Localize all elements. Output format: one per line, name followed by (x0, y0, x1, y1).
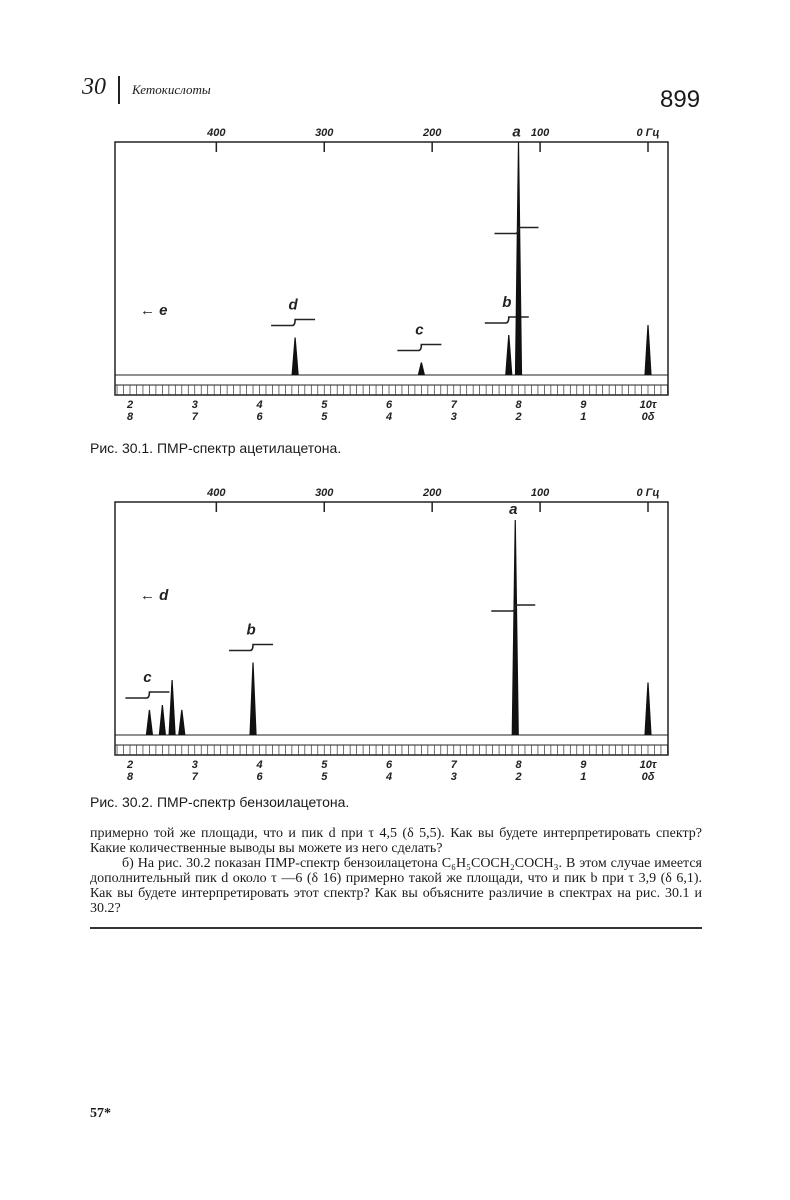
chapter-title: Кетокислоты (132, 82, 211, 97)
delta-tick-label: 8 (127, 411, 134, 420)
off-scale-annotation: ← e (140, 302, 168, 319)
integral-trace (494, 226, 539, 235)
hz-tick-label: 400 (206, 487, 226, 499)
tau-tick-label: 9 (580, 399, 587, 411)
peak-label: a (509, 501, 517, 518)
peak-label: b (502, 294, 511, 311)
tau-tick-label: 7 (451, 759, 458, 771)
hz-tick-label: 0 Гц (636, 127, 659, 139)
spectrum-peak (505, 334, 513, 376)
section-rule (90, 927, 702, 929)
peak-label: b (246, 622, 255, 639)
spectrum-peak (145, 709, 154, 736)
integral-trace (491, 604, 536, 612)
delta-tick-label: 1 (580, 411, 586, 420)
spectrum-peak (158, 704, 166, 736)
hz-tick-label: 100 (531, 127, 550, 139)
tau-tick-label: 8 (515, 759, 522, 771)
integral-trace (125, 691, 170, 699)
hz-tick-label: 200 (422, 127, 442, 139)
spectrum-peak (417, 362, 425, 376)
chapter-number: 30 (82, 74, 106, 100)
tau-tick-label: 6 (386, 399, 393, 411)
spectrum-peak (249, 662, 257, 736)
plot-frame (114, 141, 669, 396)
peak-label: c (143, 669, 152, 686)
delta-tick-label: 2 (514, 771, 521, 780)
plot-frame (114, 501, 669, 756)
delta-tick-label: 1 (580, 771, 586, 780)
delta-tick-label: 7 (192, 771, 199, 780)
delta-tick-label: 6 (256, 771, 263, 780)
tau-tick-label: 3 (192, 759, 198, 771)
delta-tick-label: 3 (451, 771, 457, 780)
delta-tick-label: 8 (127, 771, 134, 780)
tau-tick-label: 5 (321, 399, 328, 411)
tau-tick-label: 7 (451, 399, 458, 411)
tau-tick-label: 4 (255, 399, 262, 411)
nmr-spectrum-benzoylacetone: 400 300 200 100 0 Гц283746556473829110τ0δcba… (114, 487, 669, 780)
printer-signature: 57* (90, 1106, 111, 1121)
delta-tick-label: 4 (385, 411, 392, 420)
hz-tick-label: 300 (315, 127, 334, 139)
spectrum-peak (644, 682, 652, 736)
hz-tick-label: 200 (422, 487, 442, 499)
peak-label: a (512, 124, 520, 141)
integral-trace (397, 343, 442, 352)
body-text: примерно той же площади, что и пик d при… (90, 826, 702, 916)
tau-tick-label: 6 (386, 759, 393, 771)
delta-tick-label: 4 (385, 771, 392, 780)
off-scale-annotation: ← d (140, 587, 169, 604)
tau-tick-label: 9 (580, 759, 587, 771)
delta-tick-label: 3 (451, 411, 457, 420)
integral-trace (229, 643, 274, 652)
delta-tick-label: 6 (256, 411, 263, 420)
nmr-spectrum-acetylacetone: 400 300 200 100 0 Гц283746556473829110τ0δdcb… (114, 124, 669, 420)
spectrum-peak (514, 142, 523, 376)
peak-label: d (289, 297, 299, 314)
figure-caption-30-1: Рис. 30.1. ПМР-спектр ацетилацетона. (90, 440, 342, 456)
spectrum-peak (511, 519, 519, 736)
tau-tick-label: 2 (126, 759, 133, 771)
spectrum-peak (644, 324, 652, 376)
hz-tick-label: 400 (206, 127, 226, 139)
tau-tick-label: 10τ (640, 399, 657, 411)
spectrum-peak (291, 337, 299, 376)
delta-tick-label: 5 (321, 771, 328, 780)
integral-trace (484, 316, 529, 324)
header-divider (118, 76, 120, 104)
delta-tick-label: 5 (321, 411, 328, 420)
hz-tick-label: 300 (315, 487, 334, 499)
delta-tick-label: 0δ (642, 771, 655, 780)
page-number: 899 (660, 86, 701, 113)
paragraph-1: примерно той же площади, что и пик d при… (90, 826, 702, 856)
delta-tick-label: 2 (514, 411, 521, 420)
figure-caption-30-2: Рис. 30.2. ПМР-спектр бензоилацетона. (90, 794, 350, 810)
delta-tick-label: 7 (192, 411, 199, 420)
spectrum-peak (178, 709, 186, 736)
delta-tick-label: 0δ (642, 411, 655, 420)
tau-tick-label: 10τ (640, 759, 657, 771)
tau-tick-label: 4 (255, 759, 262, 771)
peak-label: c (415, 322, 424, 339)
tau-tick-label: 2 (126, 399, 133, 411)
spectrum-peak (168, 679, 176, 736)
hz-tick-label: 100 (531, 487, 550, 499)
tau-tick-label: 5 (321, 759, 328, 771)
tau-tick-label: 8 (515, 399, 522, 411)
hz-tick-label: 0 Гц (636, 487, 659, 499)
tau-tick-label: 3 (192, 399, 198, 411)
paragraph-2: б) На рис. 30.2 показан ПМР-спектр бензо… (90, 856, 702, 916)
integral-trace (271, 318, 316, 327)
